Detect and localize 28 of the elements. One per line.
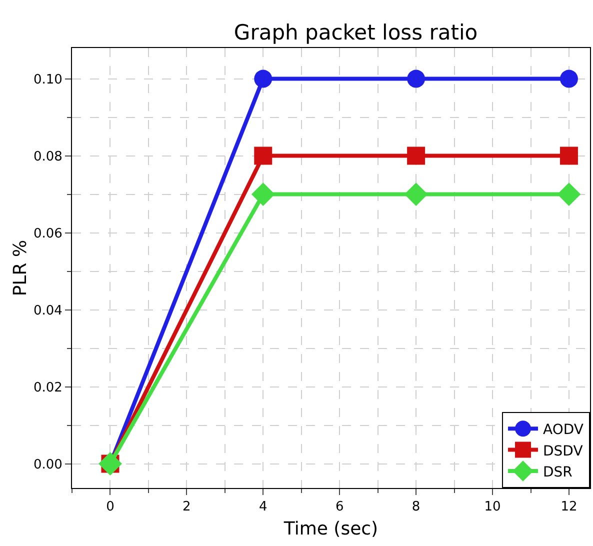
point bbox=[254, 146, 272, 165]
point bbox=[251, 182, 275, 206]
y-axis-title: PLR % bbox=[10, 240, 31, 296]
y-tick-label: 0.10 bbox=[33, 72, 62, 88]
x-tick-label: 12 bbox=[560, 500, 578, 515]
x-axis-title: Time (sec) bbox=[282, 518, 378, 540]
point bbox=[560, 70, 578, 88]
y-tick-label: 0.02 bbox=[33, 380, 62, 396]
x-tick-label: 8 bbox=[412, 500, 420, 515]
point bbox=[404, 182, 428, 206]
point bbox=[254, 70, 272, 88]
legend-label: DSR bbox=[543, 464, 573, 480]
x-tick-label: 6 bbox=[335, 500, 344, 515]
y-tick-label: 0.04 bbox=[33, 303, 62, 318]
point bbox=[557, 182, 581, 206]
point bbox=[407, 70, 426, 88]
legend-label: AODV bbox=[543, 422, 584, 438]
point bbox=[560, 146, 578, 165]
y-tick-label: 0.08 bbox=[33, 149, 62, 164]
point bbox=[407, 146, 426, 165]
x-tick-label: 10 bbox=[484, 500, 501, 515]
y-tick-label: 0.06 bbox=[33, 226, 62, 242]
x-tick-label: 0 bbox=[106, 500, 114, 515]
x-tick-label: 4 bbox=[259, 500, 268, 515]
legend-label: DSDV bbox=[543, 443, 584, 460]
chart-title: Graph packet loss ratio bbox=[234, 20, 478, 44]
x-tick-label: 2 bbox=[182, 500, 191, 515]
y-tick-label: 0.00 bbox=[33, 457, 62, 472]
